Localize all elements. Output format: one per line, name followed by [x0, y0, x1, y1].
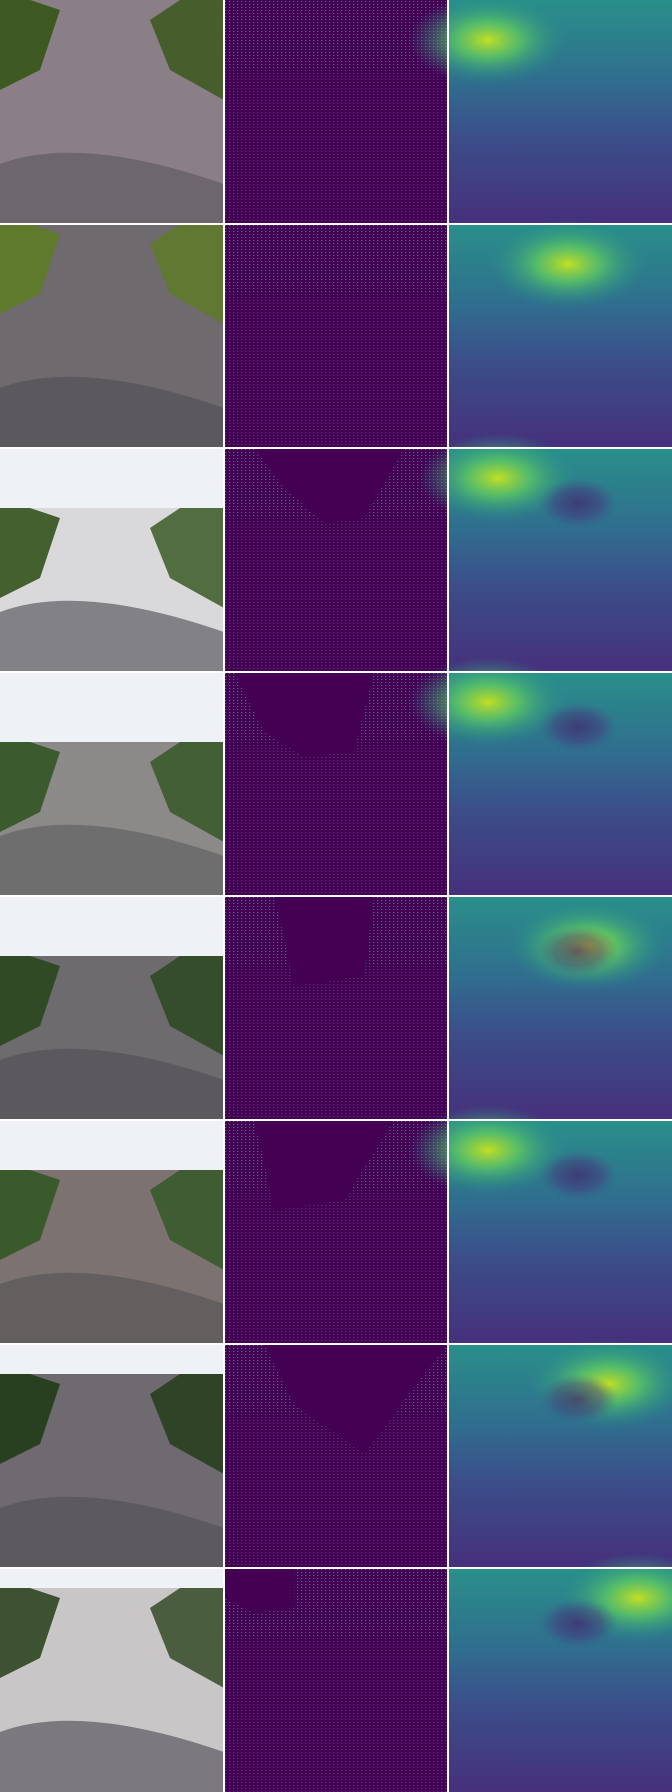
dense-hot [418, 433, 578, 523]
sparse-hole [224, 1568, 294, 1613]
dense-depth [447, 1339, 672, 1568]
shadow [0, 1496, 224, 1568]
sparse-hole [264, 1344, 448, 1454]
greenery [150, 224, 224, 324]
dense-cold [538, 478, 618, 528]
sparse-depth [223, 1344, 448, 1568]
greenery [0, 956, 60, 1046]
row [0, 895, 672, 1120]
dense-depth [418, 433, 672, 672]
greenery [150, 1374, 224, 1474]
row [0, 433, 672, 672]
rgb-photo [0, 672, 224, 896]
shadow [0, 1720, 224, 1792]
greenery [0, 742, 60, 832]
sky [0, 896, 224, 956]
dense-depth [408, 1105, 672, 1344]
dense-depth [447, 219, 672, 448]
shadow [0, 600, 224, 672]
dense-depth [447, 1553, 672, 1792]
dense-depth [408, 657, 672, 896]
greenery [0, 508, 60, 598]
row [0, 657, 672, 896]
rgb-photo [0, 1344, 224, 1568]
row [0, 219, 672, 448]
greenery [150, 1170, 224, 1270]
sparse-depth [223, 224, 448, 448]
greenery [0, 224, 60, 314]
rgb-photo [0, 448, 224, 672]
sky [0, 448, 224, 508]
greenery [150, 1588, 224, 1688]
greenery [0, 1170, 60, 1260]
row [0, 0, 672, 224]
shadow [0, 1272, 224, 1344]
dense-cold [538, 1150, 618, 1200]
sky [0, 672, 224, 742]
sparse-depth [223, 896, 448, 1120]
sky [0, 1120, 224, 1170]
greenery [0, 0, 60, 90]
sky [0, 1568, 224, 1588]
dense-hot [488, 219, 648, 309]
sparse-hole [254, 1120, 394, 1210]
rgb-photo [0, 1568, 224, 1792]
shadow [0, 152, 224, 224]
sparse-depth [223, 1568, 448, 1792]
sparse-hole [254, 448, 404, 523]
rgb-photo [0, 896, 224, 1120]
shadow [0, 376, 224, 448]
rgb-photo [0, 0, 224, 224]
row [0, 1553, 672, 1792]
shadow [0, 824, 224, 896]
greenery [150, 508, 224, 608]
rgb-photo [0, 1120, 224, 1344]
dense-depth [447, 896, 672, 1120]
dense-cold [538, 1374, 618, 1424]
sparse-depth [223, 448, 448, 672]
row [0, 1105, 672, 1344]
dense-depth [408, 0, 672, 224]
sparse-hole [274, 896, 374, 986]
sparse-hole [234, 672, 374, 757]
dense-cold [538, 1598, 618, 1648]
sky [0, 1344, 224, 1374]
row [0, 1339, 672, 1568]
dense-cold [538, 926, 618, 976]
greenery [150, 742, 224, 842]
shadow [0, 1048, 224, 1120]
dense-cold [538, 702, 618, 752]
sparse-near [224, 224, 448, 294]
greenery [150, 0, 224, 100]
greenery [0, 1374, 60, 1464]
rgb-photo [0, 224, 224, 448]
greenery [0, 1588, 60, 1678]
greenery [150, 956, 224, 1056]
